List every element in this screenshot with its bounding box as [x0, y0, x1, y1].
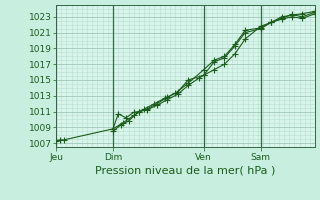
- X-axis label: Pression niveau de la mer( hPa ): Pression niveau de la mer( hPa ): [95, 166, 276, 176]
